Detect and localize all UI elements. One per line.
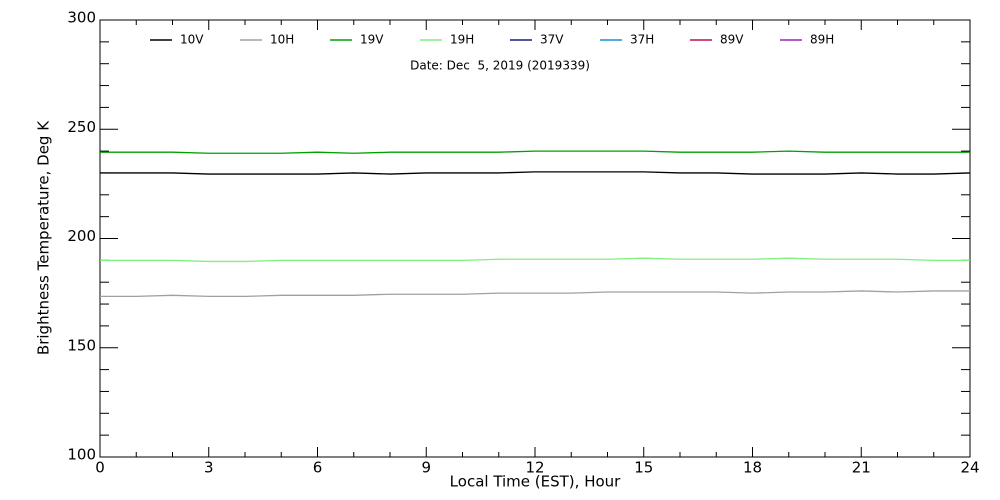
x-tick-label: 15 <box>634 459 653 477</box>
legend-label: 37H <box>630 33 654 47</box>
legend-label: 10V <box>180 33 204 47</box>
x-tick-label: 21 <box>852 459 871 477</box>
legend-label: 19H <box>450 33 474 47</box>
y-axis-label: Brightness Temperature, Deg K <box>35 120 53 355</box>
x-tick-label: 3 <box>204 459 214 477</box>
x-tick-label: 0 <box>95 459 105 477</box>
y-tick-label: 200 <box>67 227 96 245</box>
x-tick-label: 9 <box>421 459 431 477</box>
y-tick-label: 100 <box>67 446 96 464</box>
legend-label: 19V <box>360 33 384 47</box>
legend-label: 89V <box>720 33 744 47</box>
series-line <box>100 290 970 298</box>
y-tick-label: 300 <box>67 9 96 27</box>
series-line <box>100 257 970 263</box>
legend-label: 10H <box>270 33 294 47</box>
legend-label: 37V <box>540 33 564 47</box>
y-tick-label: 150 <box>67 336 96 354</box>
series-line <box>100 150 970 154</box>
x-tick-label: 24 <box>960 459 979 477</box>
x-tick-label: 6 <box>313 459 323 477</box>
legend-label: 89H <box>810 33 834 47</box>
series-line <box>100 171 971 175</box>
plot-frame <box>99 19 971 458</box>
y-tick-label: 250 <box>67 118 96 136</box>
x-axis-label: Local Time (EST), Hour <box>450 473 621 491</box>
x-tick-label: 12 <box>525 459 544 477</box>
annotation: Date: Dec 5, 2019 (2019339) <box>410 59 590 73</box>
x-tick-label: 18 <box>743 459 762 477</box>
